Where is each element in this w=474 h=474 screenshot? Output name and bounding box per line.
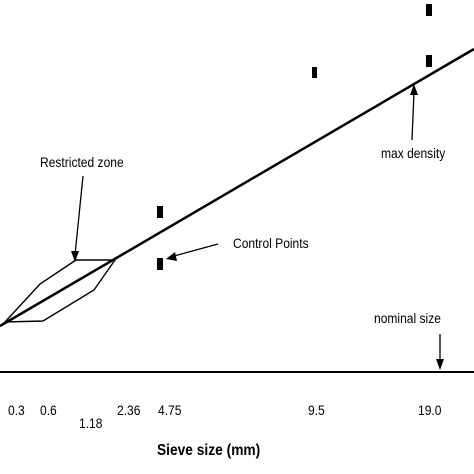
max-density-label: max density bbox=[381, 145, 446, 161]
control-point bbox=[157, 206, 163, 218]
x-tick-label: 19.0 bbox=[418, 402, 442, 418]
x-tick-label: 1.18 bbox=[79, 415, 103, 431]
arrowhead bbox=[71, 251, 79, 262]
control-point bbox=[157, 258, 163, 270]
max-density-leader bbox=[411, 91, 415, 141]
arrowhead bbox=[436, 359, 444, 370]
control-points-label: Control Points bbox=[233, 235, 309, 251]
restricted-zone-leader bbox=[74, 175, 84, 256]
control-points-leader bbox=[173, 243, 219, 257]
x-axis-title: Sieve size (mm) bbox=[157, 442, 261, 459]
control-point bbox=[426, 55, 432, 67]
control-point bbox=[426, 4, 432, 16]
x-tick-label: 2.36 bbox=[117, 402, 141, 418]
x-tick-label: 0.6 bbox=[40, 402, 57, 418]
restricted-zone-label: Restricted zone bbox=[40, 154, 124, 170]
control-point bbox=[312, 67, 317, 78]
x-tick-label: 4.75 bbox=[158, 402, 182, 418]
arrowhead bbox=[166, 252, 177, 261]
nominal-size-label: nominal size bbox=[374, 310, 441, 326]
x-tick-label: 9.5 bbox=[308, 402, 325, 418]
x-tick-label: 0.3 bbox=[8, 402, 25, 418]
max-density-line bbox=[0, 47, 474, 328]
arrowhead bbox=[410, 84, 418, 95]
restricted-zone-polygon bbox=[3, 259, 117, 323]
